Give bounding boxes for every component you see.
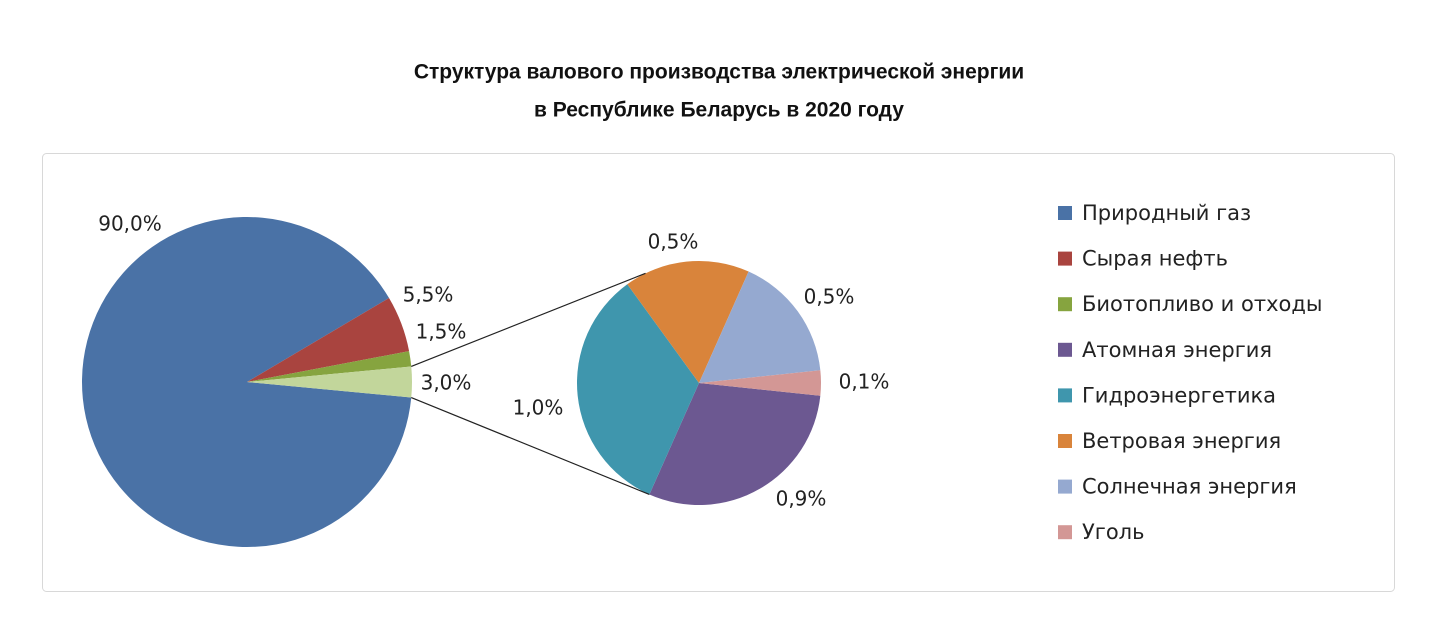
legend-label: Природный газ <box>1082 201 1251 225</box>
chart-title: Структура валового производства электрич… <box>414 61 1024 84</box>
legend-label: Гидроэнергетика <box>1082 383 1276 407</box>
data-label: 3,0% <box>421 371 472 395</box>
data-label: 0,9% <box>776 487 827 511</box>
legend-label: Ветровая энергия <box>1082 429 1281 453</box>
pie-slice <box>576 284 699 495</box>
pie-slice <box>699 370 821 396</box>
pie-slice-other <box>247 366 412 398</box>
pie-slice <box>247 298 410 382</box>
pie-slice <box>627 260 749 383</box>
legend-swatch <box>1058 388 1072 403</box>
data-label: 0,5% <box>804 285 855 309</box>
legend-label: Сырая нефть <box>1082 247 1228 271</box>
legend-swatch <box>1058 297 1072 312</box>
data-label: 0,5% <box>648 230 699 254</box>
connector-line <box>411 396 650 496</box>
legend-swatch <box>1058 251 1072 266</box>
pie-slice <box>649 383 821 505</box>
legend-swatch <box>1058 434 1072 448</box>
legend-label: Биотопливо и отходы <box>1082 292 1322 316</box>
data-label: 5,5% <box>403 283 454 307</box>
legend-swatch <box>1058 206 1072 220</box>
legend-label: Уголь <box>1082 520 1144 544</box>
legend-swatch <box>1058 525 1072 540</box>
chart-title: в Республике Беларусь в 2020 году <box>534 99 904 122</box>
pie-slice <box>699 271 821 383</box>
legend-label: Атомная энергия <box>1082 338 1272 362</box>
legend-swatch <box>1058 342 1072 357</box>
data-label: 90,0% <box>98 212 162 236</box>
legend-swatch <box>1058 479 1072 494</box>
data-label: 0,1% <box>839 370 890 394</box>
connector-line <box>411 272 646 368</box>
pie-slice <box>81 217 412 548</box>
data-label: 1,0% <box>513 396 564 420</box>
legend-label: Солнечная энергия <box>1082 475 1297 499</box>
pie-slice <box>247 351 412 382</box>
data-label: 1,5% <box>416 320 467 344</box>
